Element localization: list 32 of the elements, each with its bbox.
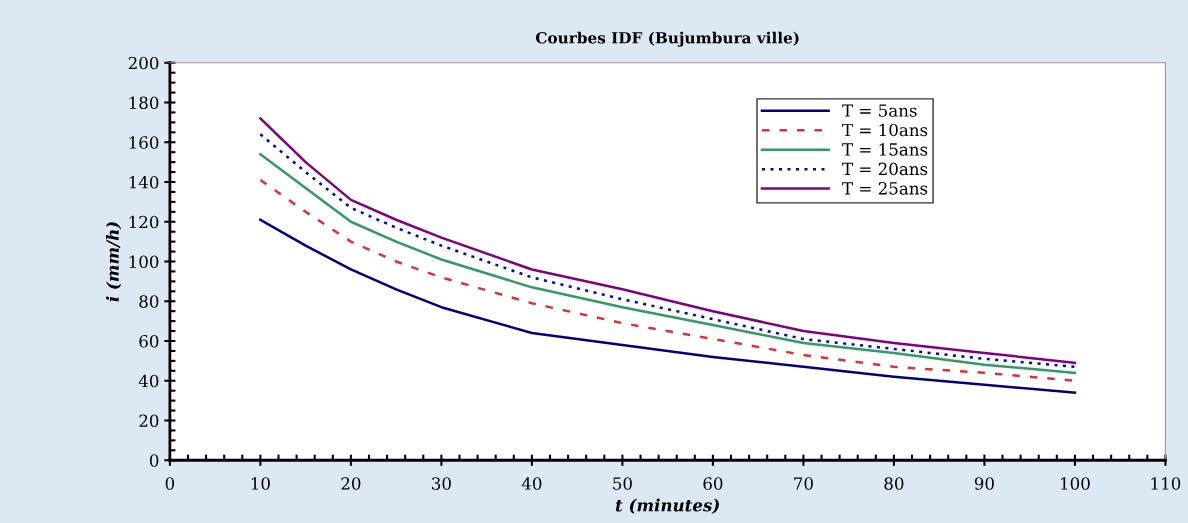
- chart-title: Courbes IDF (Bujumbura ville): [535, 31, 799, 47]
- x-tick-label: 0: [165, 477, 175, 490]
- legend-label: T = 15ans: [842, 143, 928, 156]
- x-tick-label: 110: [1151, 477, 1181, 490]
- legend-label: T = 20ans: [842, 162, 928, 176]
- y-tick-label: 100: [129, 255, 159, 269]
- y-tick-label: 160: [129, 136, 159, 149]
- x-tick-label: 50: [613, 477, 632, 490]
- legend-label: T = 10ans: [842, 123, 928, 137]
- y-tick-label: 20: [139, 414, 159, 428]
- y-tick-label: 0: [149, 454, 159, 467]
- x-tick-label: 100: [1061, 477, 1090, 490]
- legend-label: T = 25ans: [842, 182, 928, 195]
- y-tick-label: 140: [129, 175, 159, 189]
- y-tick-label: 200: [128, 56, 159, 70]
- line-series: [259, 218, 1077, 394]
- y-tick-label: 60: [139, 334, 159, 348]
- x-tick-label: 80: [884, 477, 904, 490]
- x-tick-label: 20: [341, 477, 361, 490]
- legend-label: T = 5ans: [842, 104, 917, 117]
- x-tick-label: 70: [794, 477, 813, 490]
- x-axis-title: t (minutes): [615, 498, 719, 514]
- x-tick-label: 30: [432, 477, 451, 490]
- y-tick-label: 120: [129, 215, 159, 229]
- y-tick-label: 80: [139, 295, 159, 308]
- y-tick-label: 180: [129, 96, 159, 110]
- y-axis-title: i (mm/h): [105, 222, 122, 302]
- x-tick-label: 40: [521, 477, 542, 490]
- x-tick-label: 60: [703, 477, 723, 490]
- x-tick-label: 10: [251, 477, 270, 490]
- y-tick-label: 40: [138, 374, 159, 388]
- x-tick-label: 90: [974, 477, 994, 490]
